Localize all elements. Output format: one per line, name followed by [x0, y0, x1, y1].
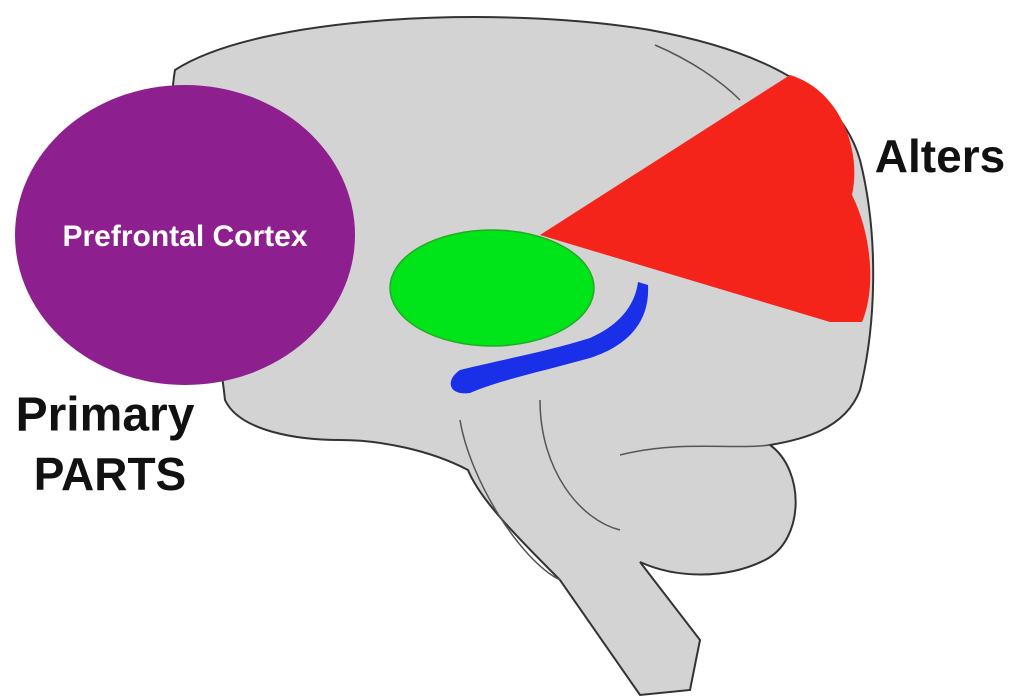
red-region — [540, 75, 871, 322]
primary-label: Primary — [16, 389, 195, 442]
green-region — [389, 229, 595, 347]
prefrontal-label: Prefrontal Cortex — [62, 220, 307, 253]
blue-region — [450, 282, 649, 394]
brain-fold — [459, 44, 771, 581]
alters-label: Alters — [875, 130, 1005, 182]
purple-region — [15, 85, 355, 385]
parts-label: PARTS — [34, 448, 187, 500]
